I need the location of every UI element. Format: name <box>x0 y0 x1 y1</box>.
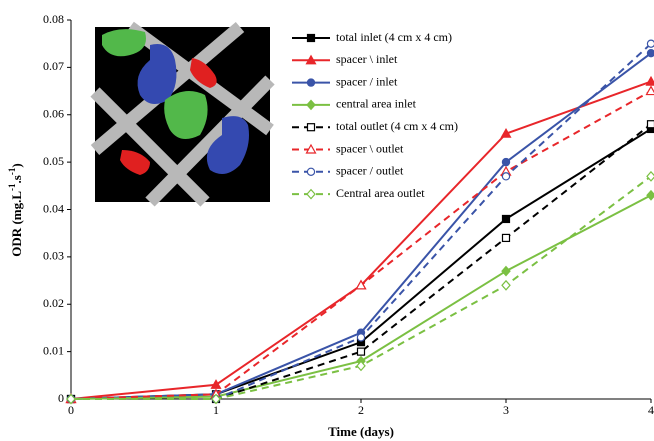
x-axis-title: Time (days) <box>328 424 394 439</box>
y-title-part: ODR (mg.L <box>9 191 24 257</box>
marker <box>645 85 654 96</box>
marker <box>306 167 316 176</box>
y-tick-label: 0.03 <box>43 249 64 263</box>
marker <box>305 54 317 65</box>
marker <box>646 48 654 58</box>
marker <box>305 143 317 154</box>
y-axis-title: ODR (mg.L-1.s-1) <box>7 163 24 256</box>
y-title-part: ) <box>9 163 24 167</box>
legend-label: spacer \ outlet <box>336 141 404 155</box>
marker <box>306 78 316 87</box>
y-tick-label: 0.02 <box>43 296 64 310</box>
y-title-part: -1 <box>7 183 17 191</box>
y-tick-label: 0.07 <box>43 59 64 73</box>
x-tick-label: 3 <box>503 403 509 417</box>
y-tick-label: 0.06 <box>43 107 64 121</box>
legend: total inlet (4 cm x 4 cm) spacer \ inlet s… <box>292 30 458 200</box>
marker <box>66 393 76 405</box>
marker <box>501 233 511 243</box>
marker <box>646 120 654 129</box>
marker <box>210 379 222 389</box>
marker <box>501 265 511 277</box>
y-title-part: .s <box>9 175 24 183</box>
y-tick-label: 0.01 <box>43 343 64 357</box>
marker <box>646 39 654 48</box>
legend-label: central area inlet <box>336 97 417 111</box>
marker <box>306 123 316 132</box>
marker <box>501 172 511 181</box>
marker <box>356 347 366 356</box>
y-title-part: -1 <box>7 167 17 175</box>
y-tick-label: 0.05 <box>43 154 64 168</box>
y-tick-label: 0.04 <box>43 201 64 215</box>
marker <box>356 333 366 342</box>
marker <box>646 189 654 201</box>
x-tick-label: 2 <box>358 403 364 417</box>
marker <box>356 360 366 372</box>
legend-label: Central area outlet <box>336 186 425 200</box>
y-tick-label: 0.08 <box>43 12 64 26</box>
x-tick-label: 0 <box>68 403 74 417</box>
marker <box>211 393 221 405</box>
marker <box>355 279 367 290</box>
x-tick-label: 1 <box>213 403 219 417</box>
marker <box>645 75 654 86</box>
marker <box>306 188 316 200</box>
marker <box>306 99 316 111</box>
marker <box>306 33 316 43</box>
inset-image <box>90 21 275 207</box>
legend-label: total outlet (4 cm x 4 cm) <box>336 119 458 133</box>
legend-label: total inlet (4 cm x 4 cm) <box>336 30 452 44</box>
marker <box>501 157 511 167</box>
legend-label: spacer / inlet <box>336 74 398 88</box>
y-tick-label: 0 <box>58 391 64 405</box>
marker <box>500 127 512 138</box>
x-tick-label: 4 <box>648 403 654 417</box>
marker <box>501 214 511 224</box>
marker <box>501 279 511 291</box>
legend-label: spacer / outlet <box>336 164 404 178</box>
legend-label: spacer \ inlet <box>336 52 398 66</box>
